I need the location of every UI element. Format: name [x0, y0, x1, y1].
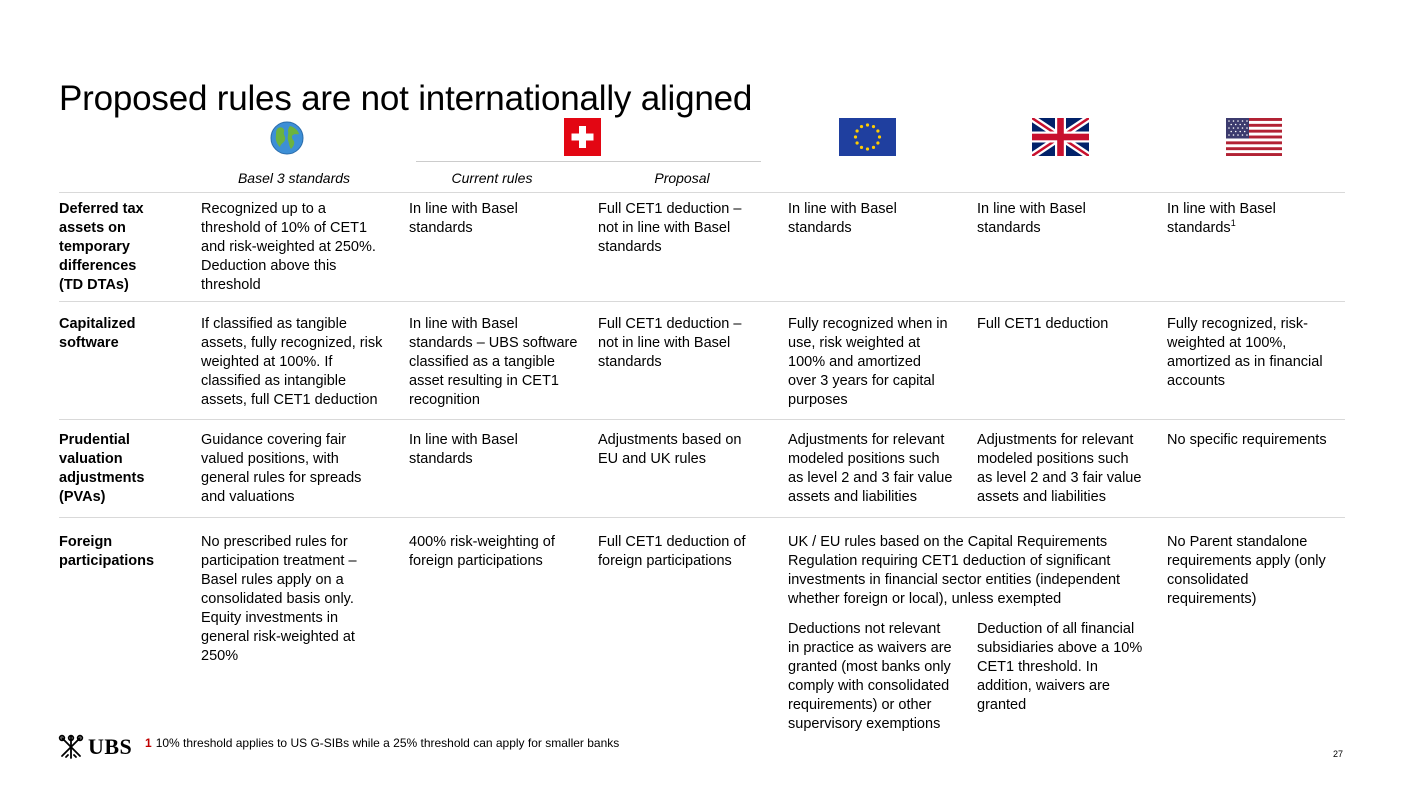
cell-software-proposal: Full CET1 deduction – not in line with B… — [598, 316, 742, 370]
row-separator — [59, 301, 1345, 302]
cell-foreign-eu-uk: UK / EU rules based on the Capital Requi… — [788, 534, 1121, 607]
cell-td-dtas-current: In line with Basel standards — [409, 201, 518, 236]
page-number: 27 — [1333, 749, 1344, 759]
cell-pvas-uk: Adjustments for relevant modeled positio… — [977, 432, 1142, 505]
cell-td-dtas-us-text: In line with Basel standards — [1167, 201, 1276, 236]
cell-foreign-proposal: Full CET1 deduction of foreign participa… — [598, 534, 746, 569]
ubs-logo: UBS — [58, 734, 132, 760]
uk-flag-icon — [1030, 115, 1091, 159]
row-separator — [59, 419, 1345, 420]
cell-pvas-basel: Guidance covering fair valued positions,… — [201, 432, 362, 505]
page-title: Proposed rules are not internationally a… — [59, 79, 753, 119]
globe-icon — [270, 121, 304, 155]
eu-flag-icon — [839, 118, 896, 156]
cell-foreign-us: No Parent standalone requirements apply … — [1167, 534, 1326, 607]
cell-td-dtas-us: In line with Basel standards1 — [1167, 200, 1345, 238]
column-header-current-rules: Current rules — [451, 170, 533, 186]
cell-software-us: Fully recognized, risk- weighted at 100%… — [1167, 316, 1323, 389]
us-flag-icon — [1226, 118, 1282, 156]
footnote: 1 10% threshold applies to US G-SIBs whil… — [145, 736, 619, 750]
cell-pvas-current: In line with Basel standards — [409, 432, 518, 467]
footnote-text: 10% threshold applies to US G-SIBs while… — [155, 736, 620, 750]
cell-td-dtas-eu: In line with Basel standards — [788, 201, 897, 236]
cell-pvas-us: No specific requirements — [1167, 432, 1327, 448]
cell-td-dtas-proposal: Full CET1 deduction – not in line with B… — [598, 201, 742, 255]
cell-pvas-eu: Adjustments for relevant modeled positio… — [788, 432, 953, 505]
cell-foreign-uk: Deduction of all financial subsidiaries … — [977, 621, 1143, 713]
cell-foreign-basel: No prescribed rules for participation tr… — [201, 534, 357, 664]
column-header-proposal: Proposal — [654, 170, 710, 186]
cell-foreign-current: 400% risk-weighting of foreign participa… — [409, 534, 555, 569]
cell-td-dtas-uk: In line with Basel standards — [977, 201, 1086, 236]
swiss-flag-icon — [564, 118, 601, 156]
cell-software-uk: Full CET1 deduction — [977, 316, 1109, 332]
column-header-basel: Basel 3 standards — [237, 170, 351, 186]
footnote-number: 1 — [145, 736, 152, 750]
footnote-ref: 1 — [1230, 218, 1236, 229]
cell-software-current: In line with Basel standards – UBS softw… — [409, 316, 578, 408]
swiss-columns-divider — [416, 161, 761, 162]
row-label-td-dtas: Deferred tax assets on temporary differe… — [59, 201, 144, 293]
cell-pvas-proposal: Adjustments based on EU and UK rules — [598, 432, 742, 467]
ubs-keys-icon — [58, 734, 84, 759]
cell-foreign-eu: Deductions not relevant in practice as w… — [788, 621, 952, 732]
row-label-pvas: Prudential valuation adjustments (PVAs) — [59, 432, 145, 505]
cell-software-eu: Fully recognized when in use, risk weigh… — [788, 316, 948, 408]
cell-software-basel: If classified as tangible assets, fully … — [201, 316, 383, 408]
row-label-capitalized-software: Capitalized software — [59, 316, 136, 351]
row-separator — [59, 192, 1345, 193]
logo-text: UBS — [88, 734, 133, 759]
cell-td-dtas-basel: Recognized up to a threshold of 10% of C… — [201, 201, 376, 293]
row-label-foreign-participations: Foreign participations — [59, 534, 155, 569]
row-separator — [59, 517, 1345, 518]
